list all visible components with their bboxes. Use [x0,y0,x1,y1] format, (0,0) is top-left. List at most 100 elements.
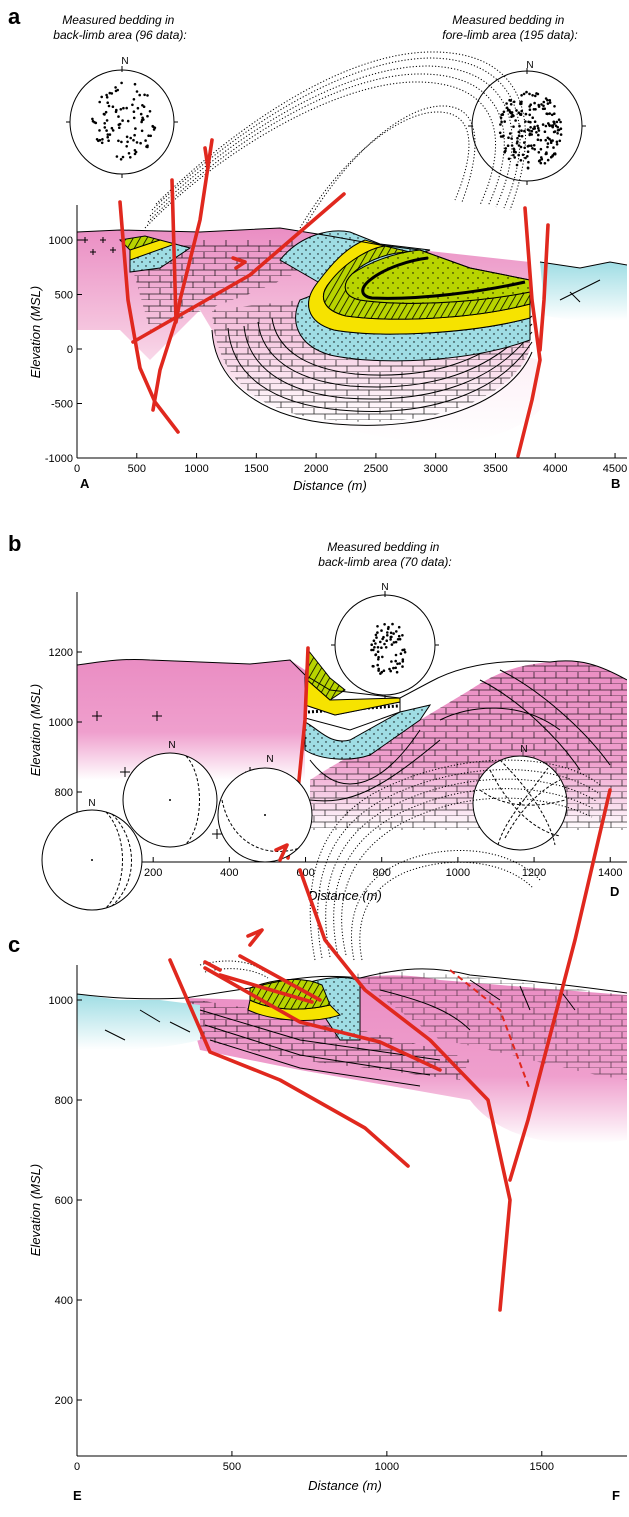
pole-point [537,151,541,154]
pole-point [110,126,114,130]
x-tick-label: 2500 [364,463,388,475]
pole-point [115,108,118,112]
pole-point [401,648,404,652]
pole-point [502,110,506,114]
pole-point [536,138,540,141]
pole-point [121,155,125,159]
pole-point [524,112,528,116]
pole-point [146,94,149,97]
north-label-b: N [381,582,388,593]
pole-point [147,134,150,137]
pole-point [505,102,508,105]
pole-point [106,135,109,139]
pole-point [133,149,137,152]
pole-point [389,638,392,641]
pole-point [384,646,388,649]
x-ticks-c: 0 500 1000 1500 [74,1451,554,1473]
pole-point [528,113,531,117]
pole-point [528,108,532,111]
panel-letter-a: a [8,4,21,29]
pole-point [526,166,530,170]
pole-point [394,659,398,663]
pole-point [539,161,543,165]
pole-point [392,666,395,670]
y-tick-label: 800 [55,787,73,799]
pole-point [556,132,559,135]
pole-point [91,117,94,121]
section-end-e: E [73,1488,82,1503]
pole-point [370,643,374,646]
pole-point [103,122,106,125]
x-tick-label: 200 [144,867,162,879]
pole-point [536,92,540,96]
pole-point [546,158,550,162]
panel-letter-c: c [8,932,20,957]
pole-point [516,140,519,143]
north-label-a1: N [121,56,128,67]
pole-point [533,120,537,123]
pole-point [521,153,525,157]
pole-point [117,115,120,118]
stereonet-c3: N [217,754,313,863]
pole-point [544,124,548,128]
pole-point [512,153,515,157]
pole-point [549,141,553,144]
pole-point [146,144,149,147]
y-axis-title-b: Elevation (MSL) [28,684,43,776]
backlimb-note-a-line1: Measured bedding in [62,13,174,27]
stereonet-forelimb-a: N [468,60,586,185]
pole-point [526,150,530,153]
pole-point [559,120,562,124]
pole-point [135,141,139,144]
pole-points-backlimb-a [91,81,157,161]
pole-point [131,103,134,107]
pole-point [531,94,534,97]
pole-point [126,140,129,144]
forelimb-note-a-line1: Measured bedding in [452,13,564,27]
x-axis-title-c: Distance (m) [308,1478,382,1493]
pole-point [390,643,394,646]
pole-point [398,662,402,665]
pole-point [528,132,532,135]
pole-point [499,123,502,126]
pole-point [530,129,534,133]
pole-point [114,89,118,93]
pole-point [403,650,407,654]
pole-point [558,139,562,143]
pole-point [129,136,132,140]
pole-point [536,124,539,128]
pole-point [375,636,378,639]
pole-point [546,102,550,105]
pole-point [553,152,557,156]
pole-point [139,141,142,145]
pole-point [509,99,512,102]
x-tick-label: 400 [220,867,238,879]
pole-point [530,144,533,147]
pole-point [146,114,149,118]
pole-point [374,633,378,637]
pole-point [498,131,502,135]
x-tick-label: 500 [128,463,146,475]
pole-point [382,669,386,672]
x-tick-label: 1400 [598,867,622,879]
pole-point [108,91,112,95]
y-tick-label: 0 [67,344,73,356]
pole-point [119,158,123,161]
pole-point [383,642,386,646]
pole-point [503,120,507,123]
geologic-section-a [77,227,627,443]
pole-point [508,109,511,112]
pole-point [125,135,129,139]
pole-point [106,101,109,104]
pole-point [132,110,136,113]
pole-point [132,138,135,142]
pole-point [534,94,537,98]
pole-point [529,120,532,124]
x-tick-label: 4000 [543,463,567,475]
pole-point [394,666,398,670]
pole-point [395,630,398,633]
pole-point [101,138,104,141]
pole-point [107,139,110,142]
pole-point [533,125,536,129]
stereonet-backlimb-b: N [331,582,439,699]
